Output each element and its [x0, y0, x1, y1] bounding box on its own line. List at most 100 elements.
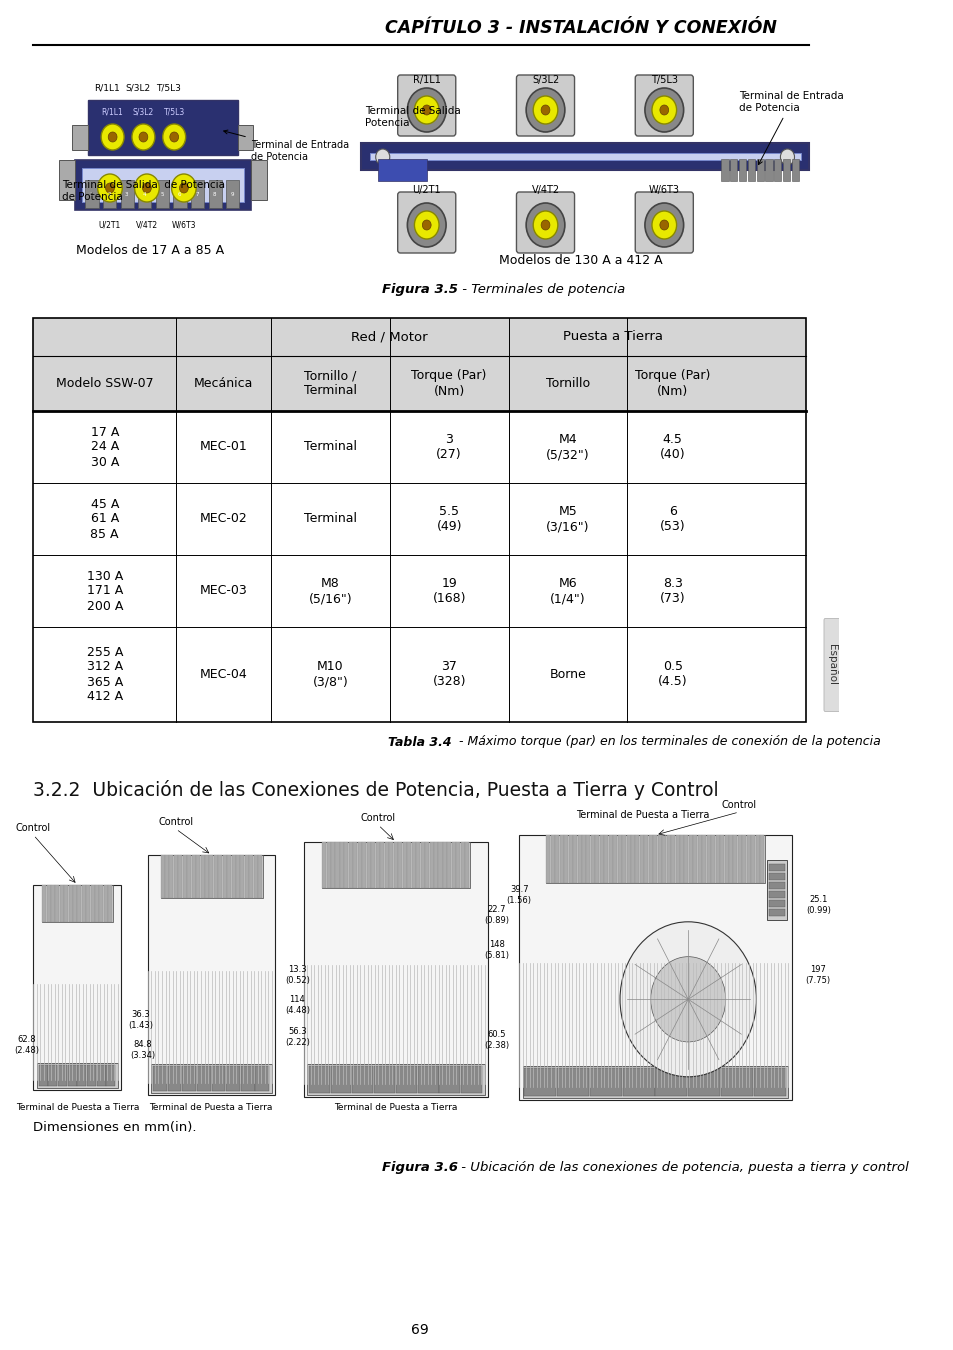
Text: 45 A
61 A
85 A: 45 A 61 A 85 A	[91, 498, 119, 540]
Bar	[64, 886, 68, 922]
Bar	[657, 836, 661, 883]
Text: 22.7
(0.89): 22.7 (0.89)	[484, 906, 509, 925]
Text: 4: 4	[142, 192, 146, 197]
Text: 114
(4.48): 114 (4.48)	[285, 995, 310, 1015]
Bar	[357, 842, 361, 888]
Circle shape	[533, 211, 558, 239]
Text: 19
(168): 19 (168)	[432, 576, 465, 605]
Circle shape	[163, 124, 186, 150]
Bar	[701, 836, 705, 883]
FancyBboxPatch shape	[635, 76, 693, 136]
Circle shape	[172, 174, 196, 202]
Bar	[251, 161, 266, 200]
Bar	[173, 180, 187, 208]
Bar	[555, 836, 558, 883]
Bar	[85, 180, 98, 208]
Bar	[226, 1066, 240, 1091]
Text: 56.3
(2.22): 56.3 (2.22)	[285, 1027, 310, 1046]
Bar	[563, 836, 568, 883]
Bar	[434, 842, 437, 888]
Text: 8: 8	[213, 192, 216, 197]
Text: 5: 5	[160, 192, 164, 197]
Text: M4
(5/32"): M4 (5/32")	[545, 433, 589, 460]
Circle shape	[179, 184, 188, 193]
Circle shape	[414, 211, 438, 239]
Bar	[42, 886, 112, 922]
Circle shape	[170, 132, 178, 142]
Bar	[720, 159, 728, 181]
Bar	[47, 886, 51, 922]
Text: Figura 3.5: Figura 3.5	[381, 284, 457, 297]
Circle shape	[644, 202, 683, 247]
Bar	[249, 855, 253, 898]
Text: V/4T2: V/4T2	[135, 220, 158, 230]
Text: Tornillo /
Terminal: Tornillo / Terminal	[304, 370, 356, 397]
Bar	[622, 1068, 654, 1096]
Bar	[209, 855, 213, 898]
Text: 60.5
(2.38): 60.5 (2.38)	[484, 1030, 509, 1050]
Bar	[235, 855, 240, 898]
Bar	[741, 836, 745, 883]
Text: Terminal de Puesta a Tierra: Terminal de Puesta a Tierra	[575, 810, 708, 819]
Text: 5.5
(49): 5.5 (49)	[436, 505, 461, 533]
Text: Red / Motor: Red / Motor	[351, 331, 428, 343]
Bar	[369, 153, 800, 161]
Text: Mecánica: Mecánica	[193, 377, 253, 390]
Bar	[374, 1066, 395, 1094]
Text: S/3L2: S/3L2	[132, 108, 153, 116]
Text: Torque (Par)
(Nm): Torque (Par) (Nm)	[411, 370, 486, 397]
Bar	[82, 886, 86, 922]
Circle shape	[526, 88, 564, 132]
Text: 13.3
(0.52): 13.3 (0.52)	[285, 965, 310, 984]
Text: Terminal de Puesta a Tierra: Terminal de Puesta a Tierra	[15, 1103, 139, 1112]
Bar	[417, 1066, 438, 1094]
Bar	[768, 873, 784, 880]
Bar	[715, 836, 719, 883]
FancyBboxPatch shape	[516, 76, 574, 136]
Bar	[42, 886, 46, 922]
Bar	[205, 855, 209, 898]
Bar	[352, 1066, 373, 1094]
Bar	[416, 842, 419, 888]
Circle shape	[407, 202, 446, 247]
Bar	[371, 842, 375, 888]
Circle shape	[101, 124, 124, 150]
Bar	[222, 855, 227, 898]
Bar	[237, 126, 253, 150]
Bar	[557, 1068, 588, 1096]
FancyBboxPatch shape	[823, 618, 840, 711]
Bar	[33, 319, 805, 722]
Bar	[522, 1066, 787, 1098]
Text: Tornillo: Tornillo	[545, 377, 589, 390]
Bar	[33, 319, 805, 410]
Text: Control: Control	[360, 813, 395, 823]
Bar	[693, 836, 697, 883]
Text: Español: Español	[826, 644, 837, 686]
Text: T/5L3: T/5L3	[156, 84, 181, 93]
Bar	[613, 836, 617, 883]
Text: 255 A
312 A
365 A
412 A: 255 A 312 A 365 A 412 A	[87, 645, 123, 703]
Bar	[756, 159, 763, 181]
Bar	[750, 836, 755, 883]
Bar	[58, 1065, 67, 1085]
Circle shape	[142, 184, 152, 193]
Bar	[639, 836, 643, 883]
Text: 130 A
171 A
200 A: 130 A 171 A 200 A	[87, 570, 123, 613]
Circle shape	[132, 124, 154, 150]
Bar	[37, 1064, 118, 1088]
Text: 3.2.2  Ubicación de las Conexiones de Potencia, Puesta a Tierra y Control: 3.2.2 Ubicación de las Conexiones de Pot…	[33, 780, 719, 801]
Bar	[595, 836, 598, 883]
Text: Terminal: Terminal	[304, 440, 356, 454]
Text: CAPÍTULO 3 - INSTALACIÓN Y CONEXIÓN: CAPÍTULO 3 - INSTALACIÓN Y CONEXIÓN	[384, 19, 776, 36]
Text: S/3L2: S/3L2	[126, 84, 151, 93]
Text: 3: 3	[125, 192, 129, 197]
Bar	[160, 855, 262, 898]
Bar	[187, 855, 191, 898]
Text: W/6T3: W/6T3	[648, 185, 679, 194]
Bar	[720, 836, 723, 883]
Text: 197
(7.75): 197 (7.75)	[805, 965, 830, 984]
Circle shape	[407, 88, 446, 132]
Bar	[103, 180, 116, 208]
Bar	[170, 855, 173, 898]
Bar	[728, 836, 732, 883]
